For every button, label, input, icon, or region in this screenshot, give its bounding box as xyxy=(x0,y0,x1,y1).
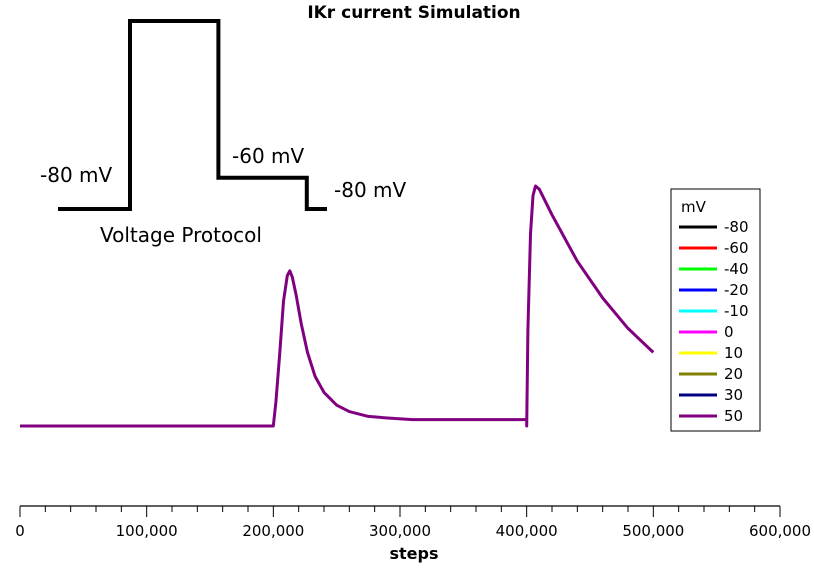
x-tick-label: 600,000 xyxy=(749,522,811,540)
protocol-title: Voltage Protocol xyxy=(100,223,262,247)
legend-label: 30 xyxy=(724,386,743,404)
x-axis: 0 100,000 200,000 300,000 400,000 500,000 600,… xyxy=(15,505,811,563)
legend-item: 30 xyxy=(679,386,743,404)
x-tick-label: 300,000 xyxy=(369,522,431,540)
x-tick-label: 500,000 xyxy=(622,522,684,540)
legend-label: -20 xyxy=(724,281,749,299)
legend-entries: -80 -60 -40 -20 -10 0 10 20 30 50 xyxy=(679,218,749,425)
legend-label: -40 xyxy=(724,260,749,278)
legend-item: -40 xyxy=(679,260,749,278)
legend: mV -80 -60 -40 -20 -10 0 10 20 30 50 xyxy=(670,188,761,432)
legend-label: 0 xyxy=(724,323,734,341)
protocol-step-label-3: -80 mV xyxy=(334,178,407,202)
legend-label: 20 xyxy=(724,365,743,383)
legend-item: 10 xyxy=(679,344,743,362)
legend-item: -10 xyxy=(679,302,749,320)
legend-item: -60 xyxy=(679,239,749,257)
voltage-protocol-line xyxy=(58,19,327,211)
legend-label: 10 xyxy=(724,344,743,362)
legend-label: -60 xyxy=(724,239,749,257)
x-axis-ticks: 0 100,000 200,000 300,000 400,000 500,000 600,… xyxy=(15,506,811,540)
legend-item: 20 xyxy=(679,365,743,383)
protocol-step-label-2: -60 mV xyxy=(232,144,305,168)
x-tick-label: 400,000 xyxy=(496,522,558,540)
voltage-protocol-inset: -80 mV -60 mV -80 mV Voltage Protocol xyxy=(40,19,407,247)
legend-item: 0 xyxy=(679,323,734,341)
protocol-step-label-1: -80 mV xyxy=(40,163,113,187)
legend-label: 50 xyxy=(724,407,743,425)
legend-item: 50 xyxy=(679,407,743,425)
x-tick-label: 200,000 xyxy=(242,522,304,540)
series-line-50 xyxy=(20,184,655,428)
x-axis-label: steps xyxy=(390,544,439,563)
legend-title: mV xyxy=(681,198,707,216)
x-tick-label: 0 xyxy=(15,522,25,540)
legend-label: -10 xyxy=(724,302,749,320)
legend-item: -80 xyxy=(679,218,749,236)
x-tick-label: 100,000 xyxy=(116,522,178,540)
legend-label: -80 xyxy=(724,218,749,236)
chart-title: IKr current Simulation xyxy=(307,3,520,23)
legend-item: -20 xyxy=(679,281,749,299)
